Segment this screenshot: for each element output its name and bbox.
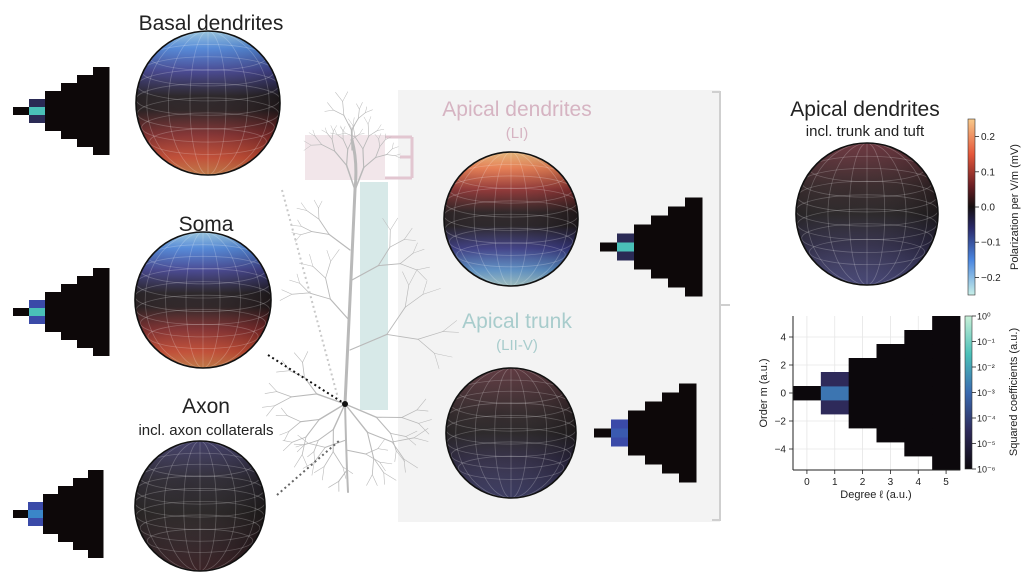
polarization-tick-label: 0.2: [981, 132, 995, 143]
heatmap-cell: [849, 400, 877, 414]
heatmap-cell: [849, 414, 877, 428]
heatmap-cell: [849, 386, 877, 400]
heatmap-cell: [932, 344, 960, 358]
heatmap-y-tick-label: −2: [775, 417, 787, 428]
apical-all-title: Apical dendrites: [790, 98, 939, 121]
coefficients-colorbar: 10⁰ 10⁻¹ 10⁻² 10⁻³ 10⁻⁴ 10⁻⁵ 10⁻⁶ Squared coef…: [965, 312, 1020, 475]
heatmap-cell: [932, 442, 960, 456]
heatmap-cell: [904, 442, 932, 456]
heatmap-x-tick-label: 4: [915, 477, 921, 488]
heatmap-cell: [904, 330, 932, 344]
apical-li-sphere: [444, 152, 578, 286]
soma-sphere: [135, 232, 271, 368]
axon-title: Axon: [182, 395, 230, 418]
heatmap-cell: [932, 358, 960, 372]
heatmap-cell: [877, 358, 905, 372]
basal-sphere: [136, 31, 280, 175]
heatmap-y-tick-label: −4: [775, 445, 787, 456]
heatmap-cell: [877, 372, 905, 386]
apical-trunk-title: Apical trunk: [462, 310, 572, 333]
heatmap-cell: [904, 400, 932, 414]
heatmap-cell: [932, 428, 960, 442]
heatmap-cell: [849, 372, 877, 386]
heatmap-cell: [932, 456, 960, 470]
axon-coefficient-pyramid: [13, 470, 104, 558]
heatmap-cell: [932, 414, 960, 428]
coefficients-tick-label: 10⁻⁶: [977, 465, 996, 475]
apical-trunk-band: [360, 182, 388, 410]
heatmap-x-tick-label: 1: [832, 477, 838, 488]
connector-axon: [277, 440, 340, 495]
heatmap-cell: [904, 358, 932, 372]
heatmap-cell: [877, 428, 905, 442]
heatmap-xlabel: Degree ℓ (a.u.): [840, 489, 911, 501]
heatmap-y-tick-label: 2: [780, 361, 786, 372]
axon-sphere: [135, 441, 265, 571]
heatmap-cell: [849, 358, 877, 372]
polarization-colorbar: 0.2 0.1 0.0 −0.1 −0.2 Polarization per V/m (…: [968, 119, 1021, 295]
apical-trunk-sphere: [446, 368, 576, 498]
heatmap-cell: [932, 400, 960, 414]
polarization-tick-label: 0.0: [981, 203, 995, 214]
heatmap-cell: [877, 344, 905, 358]
apical-li-subtitle: (LI): [506, 125, 529, 142]
heatmap-cell: [904, 344, 932, 358]
apical-li-band: [305, 135, 385, 180]
heatmap-y-tick-label: 0: [780, 389, 786, 400]
heatmap-cell: [877, 400, 905, 414]
polarization-tick-label: −0.2: [981, 273, 1001, 284]
soma-marker: [342, 401, 348, 407]
heatmap-cell: [821, 372, 849, 386]
apical-trunk-subtitle: (LII-V): [496, 337, 538, 354]
coefficients-tick-label: 10⁰: [977, 312, 991, 322]
coefficients-colorbar-gradient: [965, 316, 972, 469]
heatmap-x-tick-label: 5: [943, 477, 949, 488]
polarization-tick-label: 0.1: [981, 167, 995, 178]
heatmap-cell: [793, 386, 821, 400]
heatmap-cell: [904, 372, 932, 386]
heatmap-cell: [932, 330, 960, 344]
heatmap-x-tick-label: 0: [804, 477, 810, 488]
coefficients-tick-label: 10⁻³: [977, 388, 995, 398]
polarization-colorbar-label: Polarization per V/m (mV): [1009, 144, 1021, 270]
coefficients-tick-label: 10⁻²: [977, 363, 995, 373]
heatmap-x-tick-label: 3: [888, 477, 894, 488]
heatmap-cell: [932, 316, 960, 330]
apical-li-title: Apical dendrites: [442, 98, 591, 121]
heatmap-cell: [821, 400, 849, 414]
basal-coefficient-pyramid: [13, 67, 110, 155]
heatmap-cell: [877, 386, 905, 400]
heatmap-cell: [904, 386, 932, 400]
heatmap-x-tick-label: 2: [860, 477, 866, 488]
heatmap-ylabel: Order m (a.u.): [758, 358, 770, 427]
polarization-tick-label: −0.1: [981, 238, 1001, 249]
heatmap-cell: [932, 372, 960, 386]
soma-coefficient-pyramid: [13, 268, 110, 356]
heatmap-cell: [932, 386, 960, 400]
apical-all-subtitle: incl. trunk and tuft: [806, 123, 925, 140]
apical-all-sphere: [796, 143, 938, 285]
heatmap-y-tick-label: 4: [780, 333, 786, 344]
heatmap-cell: [821, 386, 849, 400]
heatmap-cell: [904, 414, 932, 428]
axon-subtitle: incl. axon collaterals: [138, 422, 273, 439]
coefficient-heatmap: 0 1 2 3 4 5 4 2 0 −2 −4: [775, 316, 961, 488]
polarization-colorbar-gradient: [968, 119, 975, 295]
coefficients-tick-label: 10⁻¹: [977, 337, 995, 347]
coefficients-tick-label: 10⁻⁴: [977, 414, 996, 424]
coefficients-colorbar-label: Squared coefficients (a.u.): [1008, 328, 1020, 456]
heatmap-cell: [877, 414, 905, 428]
heatmap-cell: [904, 428, 932, 442]
coefficients-tick-label: 10⁻⁵: [977, 439, 996, 449]
